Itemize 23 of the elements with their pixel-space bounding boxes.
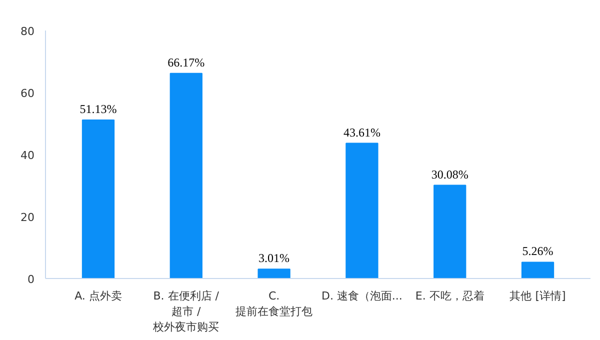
bar [170, 72, 202, 278]
bar [82, 119, 115, 278]
y-tick-label: 0 [28, 273, 34, 286]
y-tick-label: 80 [20, 25, 35, 38]
data-label: 30.08% [431, 167, 468, 182]
y-tick-label: 20 [20, 211, 35, 224]
bar [258, 268, 290, 278]
data-label: 5.26% [522, 244, 554, 258]
bar [434, 184, 466, 278]
y-tick-label: 40 [20, 149, 35, 162]
y-tick-label: 60 [20, 87, 35, 100]
x-tick-label: A. 点外卖 [74, 290, 122, 302]
x-tick-label: C. 提前在食堂打包 [236, 290, 313, 318]
x-tick-label: E. 不吃，忍着 [415, 290, 484, 302]
x-tick-label: D. 速食（泡面... [321, 290, 402, 302]
data-label: 3.01% [258, 251, 290, 266]
bar [346, 142, 378, 278]
x-tick-label: B. 在便利店 / 超市 / 校外夜市购买 [152, 290, 220, 334]
bar [521, 262, 554, 278]
data-label: 66.17% [168, 55, 205, 70]
x-tick-label: 其他 [详情] [510, 290, 566, 302]
data-label: 43.61% [343, 125, 380, 140]
data-label: 51.13% [80, 102, 117, 116]
